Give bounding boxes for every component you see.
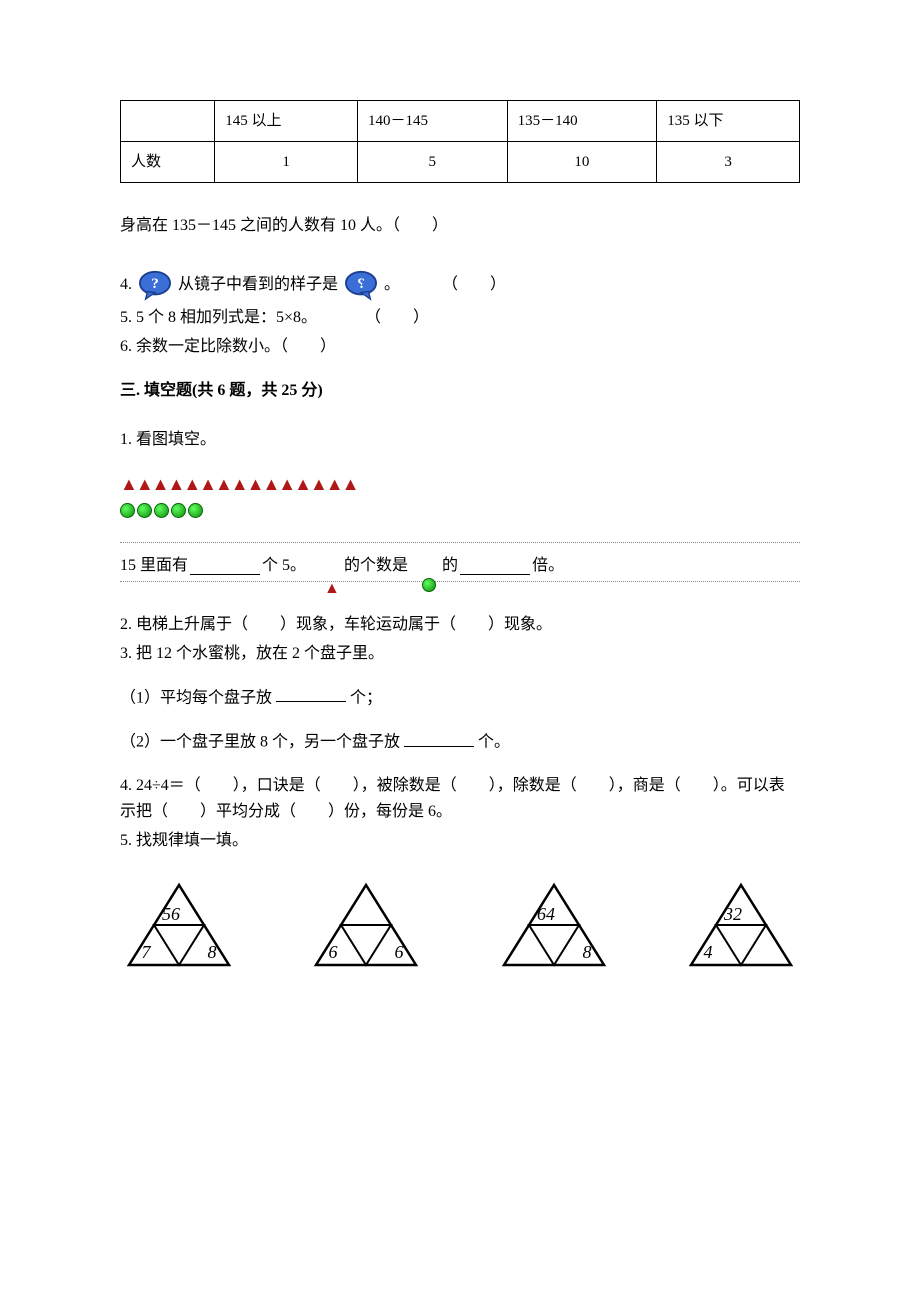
- q6-row: 6. 余数一定比除数小。（ ）: [120, 334, 800, 360]
- td-v3: 10: [507, 142, 657, 183]
- pattern-row: 567866648324: [120, 880, 800, 979]
- svg-text:64: 64: [537, 904, 555, 924]
- s3q3-p2: （2）一个盘子里放 8 个，另一个盘子放 个。: [120, 729, 800, 755]
- blank-1: [190, 557, 260, 575]
- q4-mid2: 。: [384, 272, 400, 298]
- s3q2: 2. 电梯上升属于（ ）现象，车轮运动属于（ ）现象。: [120, 612, 800, 638]
- q4-prefix: 4.: [120, 272, 132, 298]
- table-data-row: 人数 1 5 10 3: [121, 142, 800, 183]
- svg-text:8: 8: [208, 942, 217, 962]
- pattern-triangle: 32 4: [686, 880, 796, 979]
- s3q3-p1a: （1）平均每个盘子放: [120, 689, 272, 706]
- s3q4: 4. 24÷4＝（ ），口诀是（ ），被除数是（ ），除数是（ ），商是（ ）。…: [120, 773, 800, 824]
- triangle-icon: ▲: [342, 475, 360, 493]
- table-header-row: 145 以上 140－145 135－140 135 以下: [121, 101, 800, 142]
- s3q1-fill-line: 15 里面有 个 5。 ▲ 的个数是 的 倍。: [120, 542, 800, 582]
- s3q3-stem: 3. 把 12 个水蜜桃，放在 2 个盘子里。: [120, 641, 800, 667]
- inline-triangle-icon: ▲: [324, 576, 340, 602]
- inline-circle-icon: [422, 578, 436, 592]
- circle-icon: [120, 503, 135, 518]
- td-row-label: 人数: [121, 142, 215, 183]
- section3-title: 三. 填空题(共 6 题，共 25 分): [120, 378, 800, 404]
- q4-mid1: 从镜子中看到的样子是: [178, 272, 338, 298]
- pattern-triangle: 66: [311, 880, 421, 979]
- circle-icon: [154, 503, 169, 518]
- s3q1-title: 1. 看图填空。: [120, 427, 800, 453]
- pattern-triangle: 56 7 8: [124, 880, 234, 979]
- svg-text:?: ?: [151, 275, 159, 291]
- circle-icon: [137, 503, 152, 518]
- q4-paren: （ ）: [442, 272, 506, 298]
- s3q5-title: 5. 找规律填一填。: [120, 828, 800, 854]
- s3q3-p1b: 个；: [350, 689, 382, 706]
- th-140-145: 140－145: [357, 101, 507, 142]
- s3q3-p1: （1）平均每个盘子放 个；: [120, 685, 800, 711]
- svg-text:56: 56: [162, 904, 180, 924]
- question-bubble-mirror-icon: ?: [342, 269, 380, 301]
- q3-statement: 身高在 135－145 之间的人数有 10 人。（ ）: [120, 213, 800, 239]
- th-135-140: 135－140: [507, 101, 657, 142]
- th-135down: 135 以下: [657, 101, 800, 142]
- svg-text:?: ?: [357, 275, 365, 291]
- svg-text:6: 6: [329, 942, 338, 962]
- circle-row: [120, 502, 800, 518]
- pattern-triangle: 64 8: [499, 880, 609, 979]
- s3q1-e: 倍。: [532, 553, 564, 579]
- s3q1-a: 15 里面有: [120, 553, 188, 579]
- s3q3-p2b: 个。: [478, 734, 510, 751]
- circle-icon: [171, 503, 186, 518]
- blank-2: [460, 557, 530, 575]
- circle-icon: [188, 503, 203, 518]
- s3q3-p2a: （2）一个盘子里放 8 个，另一个盘子放: [120, 734, 400, 751]
- td-v2: 5: [357, 142, 507, 183]
- blank-3: [276, 685, 346, 703]
- svg-text:32: 32: [723, 904, 742, 924]
- s3q1-d: 的: [442, 553, 458, 579]
- td-v1: 1: [215, 142, 358, 183]
- triangle-row: ▲▲▲▲▲▲▲▲▲▲▲▲▲▲▲: [120, 475, 800, 494]
- svg-text:8: 8: [582, 942, 591, 962]
- question-bubble-icon: ?: [136, 269, 174, 301]
- th-145up: 145 以上: [215, 101, 358, 142]
- blank-4: [404, 729, 474, 747]
- svg-text:6: 6: [395, 942, 404, 962]
- height-table: 145 以上 140－145 135－140 135 以下 人数 1 5 10 …: [120, 100, 800, 183]
- s3q1-c: 的个数是: [344, 553, 408, 579]
- td-v4: 3: [657, 142, 800, 183]
- svg-text:4: 4: [703, 942, 712, 962]
- th-blank: [121, 101, 215, 142]
- s3q1-b: 个 5。: [262, 553, 306, 579]
- svg-text:7: 7: [142, 942, 152, 962]
- q4-row: 4. ? 从镜子中看到的样子是 ? 。 （ ）: [120, 269, 800, 301]
- q5-row: 5. 5 个 8 相加列式是：5×8。 （ ）: [120, 305, 800, 331]
